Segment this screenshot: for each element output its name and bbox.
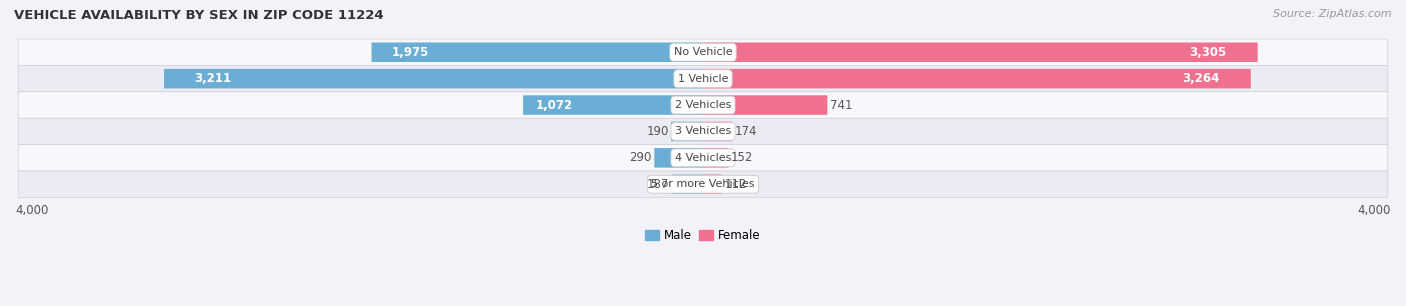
Text: 112: 112	[724, 178, 747, 191]
Text: 3,305: 3,305	[1189, 46, 1226, 59]
Text: 3 Vehicles: 3 Vehicles	[675, 126, 731, 136]
Text: 190: 190	[647, 125, 669, 138]
Text: 290: 290	[630, 151, 652, 164]
FancyBboxPatch shape	[703, 43, 1258, 62]
FancyBboxPatch shape	[165, 69, 703, 88]
FancyBboxPatch shape	[18, 39, 1388, 65]
Text: 187: 187	[647, 178, 669, 191]
FancyBboxPatch shape	[18, 92, 1388, 118]
FancyBboxPatch shape	[18, 118, 1388, 145]
Text: 1 Vehicle: 1 Vehicle	[678, 74, 728, 84]
Text: 3,264: 3,264	[1182, 72, 1220, 85]
Text: 2 Vehicles: 2 Vehicles	[675, 100, 731, 110]
Text: Source: ZipAtlas.com: Source: ZipAtlas.com	[1274, 9, 1392, 19]
Text: 4 Vehicles: 4 Vehicles	[675, 153, 731, 163]
FancyBboxPatch shape	[654, 148, 703, 168]
FancyBboxPatch shape	[18, 171, 1388, 197]
Text: 1,072: 1,072	[536, 99, 572, 112]
Text: 1,975: 1,975	[391, 46, 429, 59]
Legend: Male, Female: Male, Female	[641, 224, 765, 247]
FancyBboxPatch shape	[671, 122, 703, 141]
Text: 5 or more Vehicles: 5 or more Vehicles	[651, 179, 755, 189]
FancyBboxPatch shape	[703, 122, 733, 141]
Text: 741: 741	[830, 99, 852, 112]
Text: 3,211: 3,211	[194, 72, 232, 85]
FancyBboxPatch shape	[703, 95, 827, 115]
FancyBboxPatch shape	[18, 145, 1388, 171]
FancyBboxPatch shape	[703, 69, 1251, 88]
FancyBboxPatch shape	[672, 174, 703, 194]
FancyBboxPatch shape	[523, 95, 703, 115]
Text: No Vehicle: No Vehicle	[673, 47, 733, 57]
Text: 174: 174	[735, 125, 758, 138]
FancyBboxPatch shape	[18, 65, 1388, 92]
Text: 152: 152	[731, 151, 754, 164]
FancyBboxPatch shape	[703, 148, 728, 168]
Text: VEHICLE AVAILABILITY BY SEX IN ZIP CODE 11224: VEHICLE AVAILABILITY BY SEX IN ZIP CODE …	[14, 9, 384, 22]
FancyBboxPatch shape	[371, 43, 703, 62]
FancyBboxPatch shape	[703, 174, 721, 194]
